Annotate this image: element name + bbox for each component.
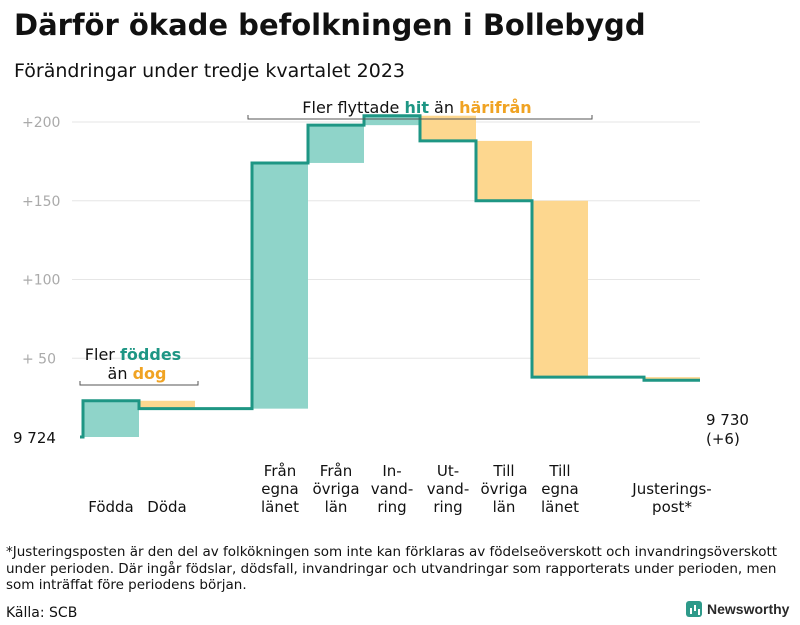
x-tick-label: ring (377, 498, 406, 516)
end-change-label: (+6) (706, 430, 740, 448)
annotation-bracket (247, 115, 593, 120)
x-tick-label: Till (548, 462, 570, 480)
bar-increase (83, 400, 139, 437)
x-tick-label: länet (261, 498, 299, 516)
x-tick-labels: Födda DödaFrånegnalänetFrånövrigalänIn-va… (88, 462, 711, 516)
footnote: *Justeringsposten är den del av folkökni… (6, 544, 778, 593)
bar-increase (364, 115, 420, 126)
x-tick-label: Från (264, 462, 296, 480)
x-tick-label: Till (492, 462, 514, 480)
x-tick-label: egna (541, 480, 578, 498)
annotation-births-line1: Fler föddes (85, 345, 181, 364)
x-tick-label: Födda (88, 498, 134, 516)
source-label: Källa: SCB (6, 605, 78, 621)
annotation-births-line2: än dog (108, 364, 167, 383)
bar-decrease (644, 377, 700, 381)
gridlines (72, 121, 700, 359)
x-tick-label: Ut- (437, 462, 459, 480)
bar-chart-icon (686, 601, 702, 617)
x-tick-label: Från (320, 462, 352, 480)
end-value-label: 9 730 (706, 411, 749, 429)
start-value-label: 9 724 (13, 429, 56, 447)
bar-decrease (532, 200, 588, 378)
logo-text: Newsworthy (707, 601, 790, 617)
x-tick-label: län (493, 498, 516, 516)
bars (83, 115, 700, 437)
x-tick-label: ring (433, 498, 462, 516)
x-tick-label: In- (382, 462, 401, 480)
y-tick-label: + 50 (22, 351, 56, 367)
chart-title: Därför ökade befolkningen i Bollebygd (14, 8, 646, 42)
bar-increase (252, 162, 308, 409)
x-tick-label: vand- (427, 480, 470, 498)
x-tick-label: Justerings- (631, 480, 711, 498)
x-tick-label: övriga (312, 480, 359, 498)
x-tick-label: övriga (480, 480, 527, 498)
x-tick-label: egna (261, 480, 298, 498)
y-tick-labels: +200 +150 +100 + 50 (22, 115, 60, 367)
bar-decrease (476, 140, 532, 201)
x-tick-label: länet (541, 498, 579, 516)
cumulative-step-line (80, 114, 700, 439)
annotation-bracket (79, 381, 199, 386)
newsworthy-logo: Newsworthy (686, 601, 789, 617)
bar-increase (308, 125, 364, 163)
x-tick-label: län (325, 498, 348, 516)
x-tick-label: post* (652, 498, 692, 516)
bar-decrease (420, 115, 476, 141)
x-tick-label: vand- (371, 480, 414, 498)
y-tick-label: +200 (22, 115, 60, 131)
x-tick-label: Döda (147, 498, 186, 516)
y-tick-label: +150 (22, 194, 60, 210)
bar-decrease (139, 400, 195, 409)
chart-subtitle: Förändringar under tredje kvartalet 2023 (14, 60, 406, 82)
y-tick-label: +100 (22, 273, 60, 289)
annotation-migration: Fler flyttade hit än härifrån (302, 98, 531, 117)
